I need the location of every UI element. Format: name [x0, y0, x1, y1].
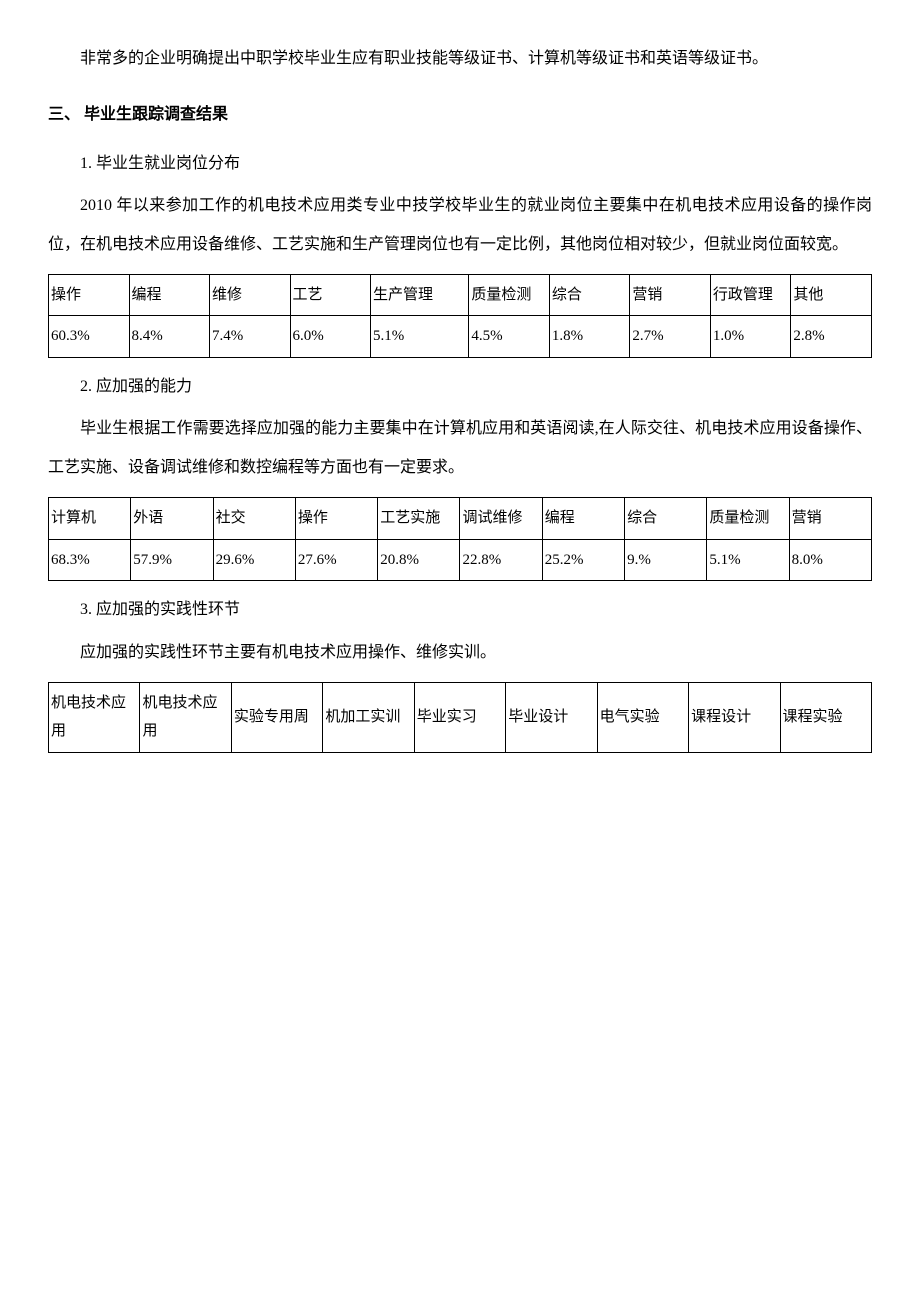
- table-header-cell: 维修: [210, 274, 291, 316]
- table-value-cell: 4.5%: [469, 316, 550, 358]
- table-value-cell: 29.6%: [213, 539, 295, 581]
- table-header-cell: 操作: [295, 498, 377, 540]
- table-header-cell: 机加工实训: [323, 682, 414, 752]
- table-value-cell: 7.4%: [210, 316, 291, 358]
- sub-1-heading: 1. 毕业生就业岗位分布: [48, 145, 872, 183]
- table-header-cell: 生产管理: [371, 274, 469, 316]
- table-header-cell: 计算机: [49, 498, 131, 540]
- intro-paragraph: 非常多的企业明确提出中职学校毕业生应有职业技能等级证书、计算机等级证书和英语等级…: [48, 40, 872, 78]
- table-value-cell: 6.0%: [290, 316, 371, 358]
- table-header-cell: 工艺实施: [378, 498, 460, 540]
- table-value-cell: 2.7%: [630, 316, 711, 358]
- table-header-cell: 课程设计: [689, 682, 780, 752]
- table-row: 机电技术应用 机电技术应用 实验专用周 机加工实训 毕业实习 毕业设计 电气实验…: [49, 682, 872, 752]
- sub-3-heading: 3. 应加强的实践性环节: [48, 591, 872, 629]
- table-header-cell: 质量检测: [469, 274, 550, 316]
- table-row: 操作 编程 维修 工艺 生产管理 质量检测 综合 营销 行政管理 其他: [49, 274, 872, 316]
- table-row: 计算机 外语 社交 操作 工艺实施 调试维修 编程 综合 质量检测 营销: [49, 498, 872, 540]
- table-value-cell: 1.8%: [549, 316, 630, 358]
- table-header-cell: 综合: [549, 274, 630, 316]
- table-header-cell: 营销: [630, 274, 711, 316]
- practice-table: 机电技术应用 机电技术应用 实验专用周 机加工实训 毕业实习 毕业设计 电气实验…: [48, 682, 872, 753]
- section-3-heading: 三、 毕业生跟踪调查结果: [48, 96, 872, 134]
- table-row: 60.3% 8.4% 7.4% 6.0% 5.1% 4.5% 1.8% 2.7%…: [49, 316, 872, 358]
- table-header-cell: 其他: [791, 274, 872, 316]
- sub-2-paragraph: 毕业生根据工作需要选择应加强的能力主要集中在计算机应用和英语阅读,在人际交往、机…: [48, 410, 872, 487]
- table-value-cell: 5.1%: [371, 316, 469, 358]
- table-value-cell: 9.%: [625, 539, 707, 581]
- table-header-cell: 课程实验: [780, 682, 872, 752]
- table-value-cell: 8.0%: [789, 539, 871, 581]
- table-value-cell: 2.8%: [791, 316, 872, 358]
- table-header-cell: 社交: [213, 498, 295, 540]
- table-header-cell: 机电技术应用: [49, 682, 140, 752]
- table-value-cell: 8.4%: [129, 316, 210, 358]
- table-value-cell: 68.3%: [49, 539, 131, 581]
- table-value-cell: 27.6%: [295, 539, 377, 581]
- table-value-cell: 60.3%: [49, 316, 130, 358]
- table-header-cell: 综合: [625, 498, 707, 540]
- table-value-cell: 25.2%: [542, 539, 624, 581]
- table-value-cell: 20.8%: [378, 539, 460, 581]
- table-value-cell: 57.9%: [131, 539, 213, 581]
- table-header-cell: 编程: [542, 498, 624, 540]
- sub-3-paragraph: 应加强的实践性环节主要有机电技术应用操作、维修实训。: [48, 634, 872, 672]
- table-header-cell: 工艺: [290, 274, 371, 316]
- job-distribution-table: 操作 编程 维修 工艺 生产管理 质量检测 综合 营销 行政管理 其他 60.3…: [48, 274, 872, 358]
- table-header-cell: 行政管理: [710, 274, 791, 316]
- table-header-cell: 机电技术应用: [140, 682, 231, 752]
- table-header-cell: 毕业设计: [506, 682, 597, 752]
- table-value-cell: 22.8%: [460, 539, 542, 581]
- table-value-cell: 5.1%: [707, 539, 789, 581]
- table-header-cell: 调试维修: [460, 498, 542, 540]
- sub-2-heading: 2. 应加强的能力: [48, 368, 872, 406]
- table-header-cell: 操作: [49, 274, 130, 316]
- table-header-cell: 毕业实习: [414, 682, 505, 752]
- table-header-cell: 营销: [789, 498, 871, 540]
- table-value-cell: 1.0%: [710, 316, 791, 358]
- sub-1-paragraph: 2010 年以来参加工作的机电技术应用类专业中技学校毕业生的就业岗位主要集中在机…: [48, 187, 872, 264]
- table-header-cell: 电气实验: [597, 682, 688, 752]
- table-header-cell: 质量检测: [707, 498, 789, 540]
- table-header-cell: 编程: [129, 274, 210, 316]
- ability-table: 计算机 外语 社交 操作 工艺实施 调试维修 编程 综合 质量检测 营销 68.…: [48, 497, 872, 581]
- table-header-cell: 实验专用周: [231, 682, 322, 752]
- table-row: 68.3% 57.9% 29.6% 27.6% 20.8% 22.8% 25.2…: [49, 539, 872, 581]
- table-header-cell: 外语: [131, 498, 213, 540]
